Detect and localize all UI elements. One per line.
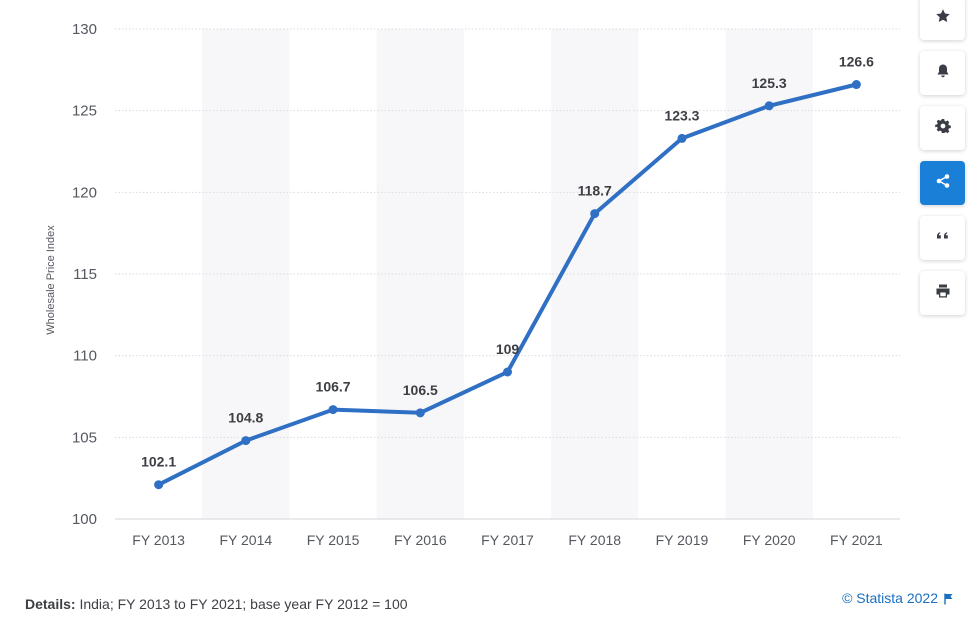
y-tick-label: 130 [72,21,97,38]
y-tick-label: 110 [73,348,97,365]
data-point[interactable] [503,367,512,377]
print-icon [935,283,951,304]
x-axis-ticks: FY 2013 FY 2014 FY 2015 FY 2016 FY 2017 FY 20… [132,532,883,548]
details-note: Details: India; FY 2013 to FY 2021; base… [25,596,408,612]
star-icon [935,8,951,29]
details-label: Details: [25,596,76,612]
x-tick-label: FY 2016 [394,532,447,548]
x-tick-label: FY 2021 [830,532,883,548]
details-text: India; FY 2013 to FY 2021; base year FY … [75,596,408,612]
y-tick-label: 125 [72,103,97,120]
data-point[interactable] [328,405,338,415]
y-tick-label: 100 [72,511,97,528]
flag-icon [944,592,954,605]
copyright-link[interactable]: © Statista 2022 [842,590,954,606]
data-label: 109 [496,341,520,357]
data-point[interactable] [677,133,687,143]
x-tick-label: FY 2015 [307,532,360,548]
data-label: 104.8 [228,410,263,426]
copyright-text: © Statista 2022 [842,590,938,606]
gear-icon [934,118,951,139]
data-labels: 102.1 104.8 106.7 106.5 109 118.7 123.3 125.3 12… [141,54,874,470]
x-tick-label: FY 2013 [132,532,185,548]
data-point[interactable] [241,436,251,446]
favorite-button[interactable] [920,0,965,40]
quote-icon [935,228,951,249]
data-point[interactable] [415,408,425,418]
share-button[interactable] [920,161,965,205]
data-label: 102.1 [141,454,176,470]
settings-button[interactable] [920,106,965,150]
x-tick-label: FY 2020 [743,532,796,548]
x-tick-label: FY 2019 [656,532,709,548]
y-tick-label: 115 [73,266,97,283]
cite-button[interactable] [920,216,965,260]
print-button[interactable] [920,271,965,315]
y-tick-label: 120 [72,184,97,201]
data-label: 126.6 [839,54,874,70]
data-point[interactable] [154,480,164,490]
x-tick-label: FY 2018 [568,532,621,548]
bell-icon [935,63,951,84]
notification-button[interactable] [920,51,965,95]
x-tick-label: FY 2017 [481,532,534,548]
y-tick-label: 105 [72,429,97,446]
data-point[interactable] [764,101,774,111]
y-axis-ticks: 100 105 110 115 120 125 130 [72,21,97,528]
x-tick-label: FY 2014 [219,532,272,548]
share-icon [935,173,951,194]
y-axis-title: Wholesale Price Index [45,225,57,335]
data-label: 106.5 [403,382,438,398]
data-label: 118.7 [578,183,612,199]
data-label: 123.3 [664,107,699,123]
data-label: 125.3 [752,75,787,91]
data-point[interactable] [851,80,861,90]
data-point[interactable] [590,209,600,219]
data-points [154,80,861,490]
data-label: 106.7 [316,379,351,395]
